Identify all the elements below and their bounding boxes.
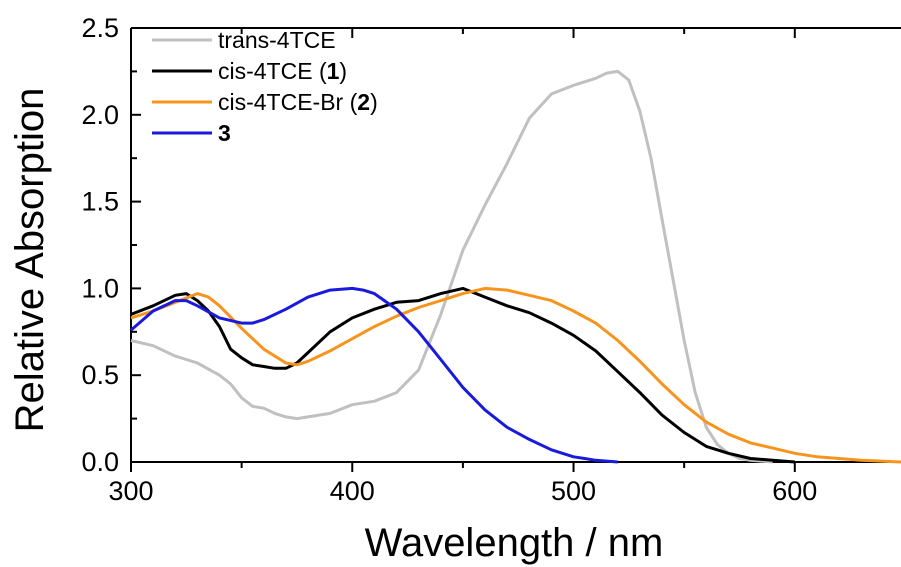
y-tick-label: 1.0: [81, 273, 119, 303]
x-tick-label: 600: [772, 476, 817, 506]
x-axis-title: Wavelength / nm: [365, 521, 664, 565]
y-tick-label: 0.0: [81, 447, 119, 477]
y-tick-label: 0.5: [81, 360, 119, 390]
legend-label-3: cis-4TCE-Br (2): [218, 89, 378, 115]
y-tick-label: 2.0: [81, 100, 119, 130]
x-tick-label: 500: [551, 476, 596, 506]
series-line-4: [130, 286, 618, 464]
y-tick-label: 1.5: [81, 187, 119, 217]
series-line-3: [130, 286, 901, 464]
x-tick-label: 400: [330, 476, 375, 506]
y-tick-label: 2.5: [81, 13, 119, 43]
legend-label-4: 3: [218, 120, 231, 146]
x-tick-label: 300: [108, 476, 153, 506]
series-line-2: [130, 286, 795, 464]
legend: trans-4TCE cis-4TCE (1) cis-4TCE-Br (2) 3: [152, 27, 378, 146]
y-axis-title: Relative Absorption: [8, 88, 52, 433]
series-line-1: [130, 69, 773, 464]
legend-label-1: trans-4TCE: [218, 27, 336, 53]
plot-area: [130, 69, 901, 464]
legend-label-2: cis-4TCE (1): [218, 58, 347, 84]
axes: 300 400 500 600 0.0 0.5 1.0 1.5 2.0 2.5: [81, 13, 901, 506]
